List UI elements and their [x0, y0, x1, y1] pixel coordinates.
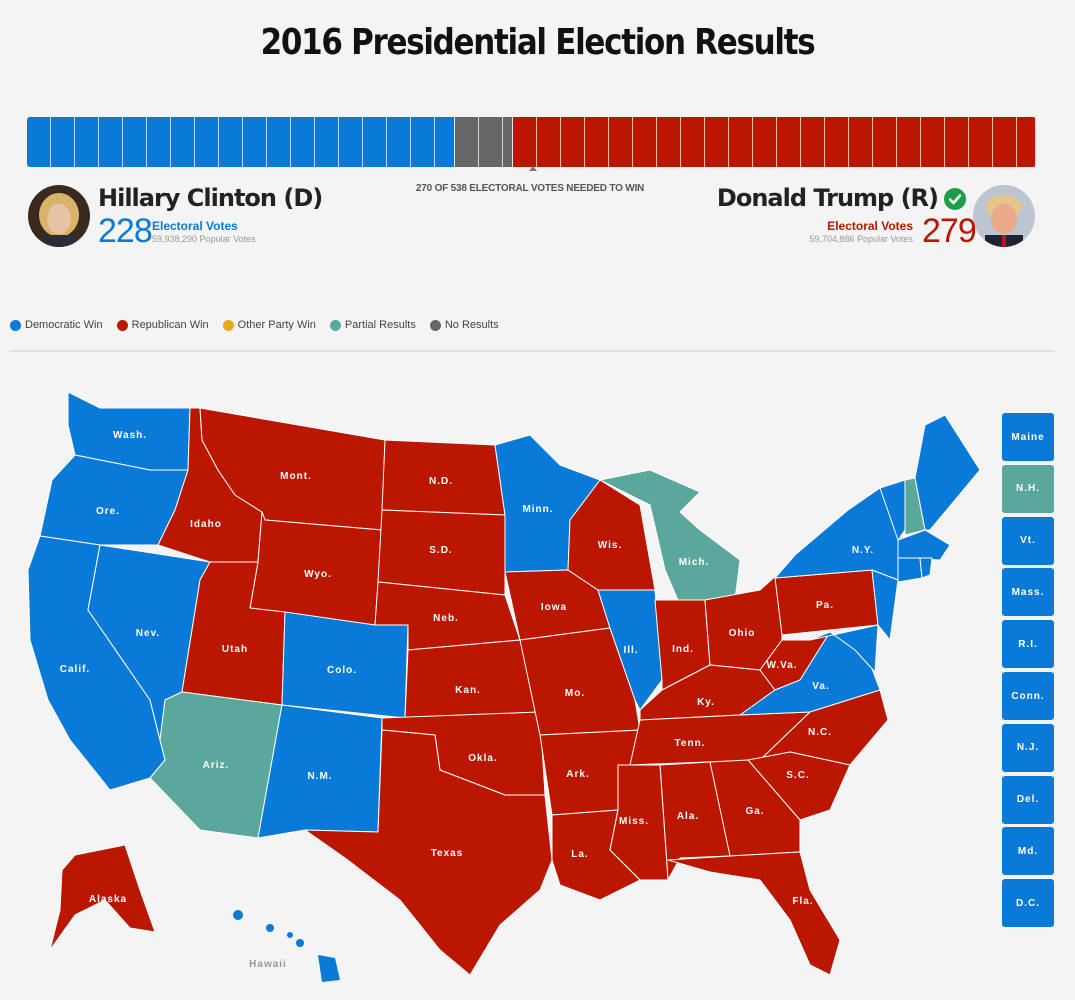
label-va: Va. [812, 681, 829, 692]
label-nc: N.C. [808, 727, 832, 738]
state-conn[interactable] [897, 557, 923, 583]
state-kan[interactable] [404, 639, 541, 719]
label-neb: Neb. [433, 613, 459, 624]
label-ala: Ala. [677, 811, 699, 822]
label-la: La. [571, 849, 588, 860]
state-ri[interactable] [919, 557, 933, 579]
state-alaska[interactable] [49, 844, 156, 951]
label-kan: Kan. [455, 685, 481, 696]
state-box-ri[interactable]: R.I. [1002, 620, 1054, 669]
label-ariz: Ariz. [203, 760, 230, 771]
bar-segment-no-results [454, 117, 513, 167]
label-fla: Fla. [792, 896, 813, 907]
clinton-name: Hillary Clinton (D) [98, 184, 323, 212]
label-wis: Wis. [598, 540, 622, 551]
label-mich: Mich. [679, 557, 710, 568]
label-idaho: Idaho [190, 519, 222, 530]
label-colo: Colo. [327, 665, 357, 676]
label-alaska: Alaska [89, 894, 127, 905]
label-sd: S.D. [429, 545, 452, 556]
label-wash: Wash. [113, 430, 147, 441]
state-box-nh[interactable]: N.H. [1002, 464, 1054, 513]
trump-avatar [973, 185, 1035, 247]
label-ill: Ill. [623, 645, 638, 656]
state-box-conn[interactable]: Conn. [1002, 672, 1054, 720]
trump-name: Donald Trump (R) [716, 184, 939, 212]
label-mo: Mo. [565, 688, 585, 699]
state-box-md[interactable]: Md. [1002, 827, 1054, 876]
label-miss: Miss. [619, 816, 649, 827]
label-calif: Calif. [60, 664, 90, 675]
clinton-ev-label: Electoral Votes [152, 219, 238, 233]
label-ky: Ky. [697, 697, 715, 708]
state-mass[interactable] [897, 529, 951, 561]
state-box-vt[interactable]: Vt. [1002, 516, 1054, 565]
label-utah: Utah [222, 644, 248, 655]
label-texas: Texas [431, 848, 464, 859]
state-hawaii[interactable] [233, 910, 340, 982]
trump-ev-label: Electoral Votes [827, 219, 913, 233]
state-box-dc[interactable]: D.C. [1002, 879, 1054, 928]
legend-dot-icon [222, 319, 234, 331]
state-mo[interactable] [519, 627, 641, 736]
label-ny: N.Y. [852, 545, 874, 556]
state-md[interactable] [809, 624, 879, 673]
trump-electoral-votes: 279 [922, 212, 977, 250]
legend-dot-icon [10, 319, 21, 331]
state-maine[interactable] [914, 414, 981, 531]
clinton-avatar [28, 185, 90, 247]
threshold-text: 270 OF 538 ELECTORAL VOTES NEEDED TO WIN [415, 183, 645, 194]
label-ark: Ark. [566, 769, 589, 780]
label-okla: Okla. [468, 753, 497, 764]
label-ore: Ore. [96, 506, 120, 517]
state-box-nj[interactable]: N.J. [1002, 723, 1054, 772]
state-box-del[interactable]: Del. [1002, 775, 1054, 824]
state-mich[interactable] [599, 469, 741, 606]
label-mont: Mont. [280, 471, 312, 482]
legend-dot-icon [116, 319, 128, 331]
state-box-mass[interactable]: Mass. [1002, 568, 1054, 617]
label-ohio: Ohio [729, 628, 756, 639]
state-box-maine[interactable]: Maine [1002, 413, 1054, 461]
legend-item-other: Other Party Win [222, 319, 316, 331]
label-wva: W.Va. [766, 660, 797, 671]
label-minn: Minn. [522, 504, 553, 515]
trump-popular-votes: 59,704,886 Popular Votes [809, 234, 913, 244]
legend-dot-icon [429, 319, 441, 331]
clinton-electoral-votes: 228 [98, 212, 153, 250]
label-sc: S.C. [786, 770, 809, 781]
legend-item-no-results: No Results [429, 319, 499, 331]
winner-check-icon [944, 188, 966, 210]
label-tenn: Tenn. [675, 738, 706, 749]
page-title: 2016 Presidential Election Results [260, 22, 816, 63]
threshold-marker-icon [529, 166, 538, 171]
bar-segment-republican [512, 117, 1036, 167]
label-wyo: Wyo. [304, 569, 332, 580]
state-texas[interactable] [304, 729, 553, 976]
us-electoral-map: Wash. Ore. Calif. Nev. Idaho Mont. Wyo. … [27, 391, 981, 982]
label-pa: Pa. [816, 600, 834, 611]
label-iowa: Iowa [541, 602, 567, 613]
map-legend: Democratic Win Republican Win Other Part… [10, 319, 499, 331]
legend-dot-icon [329, 319, 341, 331]
state-colo[interactable] [281, 611, 409, 719]
bar-segment-democratic [27, 117, 455, 167]
legend-item-democratic: Democratic Win [10, 319, 103, 331]
label-nm: N.M. [307, 771, 332, 782]
legend-item-republican: Republican Win [116, 319, 209, 331]
divider [10, 350, 1054, 352]
legend-item-partial: Partial Results [329, 319, 416, 331]
electoral-vote-bar [27, 117, 1036, 167]
label-ga: Ga. [745, 806, 764, 817]
state-miss[interactable] [609, 764, 669, 881]
label-nd: N.D. [429, 476, 453, 487]
state-nj[interactable] [871, 569, 899, 641]
label-ind: Ind. [672, 644, 694, 655]
state-fla[interactable] [667, 851, 841, 976]
label-hawaii: Hawaii [249, 959, 287, 970]
clinton-popular-votes: 59,938,290 Popular Votes [152, 234, 256, 244]
label-nev: Nev. [136, 628, 160, 639]
